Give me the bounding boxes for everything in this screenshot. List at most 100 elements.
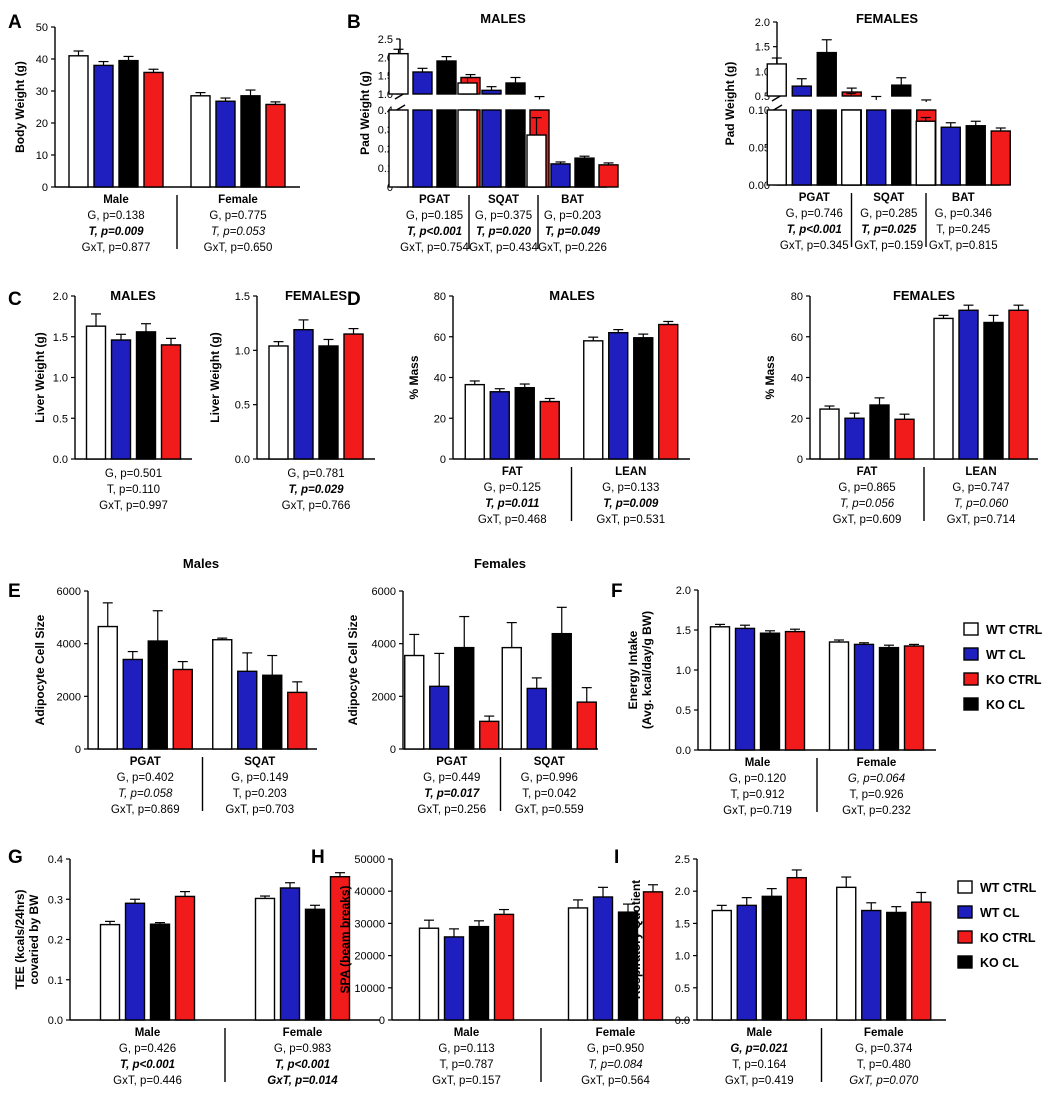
stat-label-b1: GxT, p=0.754 — [400, 242, 469, 254]
y-axis-label-f: (Avg. kcal/day/g BW) — [640, 611, 654, 729]
y-tick-label-h: 0 — [379, 1015, 385, 1027]
stat-label-c2: G, p=0.781 — [287, 468, 344, 480]
category-label-f: Female — [857, 757, 897, 769]
y-tick-label-d1: 80 — [434, 291, 446, 303]
y-axis-label-group-g: TEE (kcals/24hrs) covaried by BW — [13, 889, 41, 989]
stat-label-d2: G, p=0.865 — [838, 482, 895, 494]
y-tick-label-b2: 1.0 — [755, 66, 770, 78]
stat-label-g: G, p=0.983 — [274, 1043, 331, 1055]
bar-b1 — [550, 163, 571, 188]
category-label-e1: SQAT — [244, 756, 275, 768]
y-tick-label-c1: 1.5 — [53, 332, 68, 344]
legend-f-label: WT CTRL — [986, 623, 1043, 637]
stat-label-c2: GxT, p=0.766 — [282, 500, 351, 512]
y-axis-label-group-e2: Adipocyte Cell Size — [346, 614, 360, 725]
bar-i — [911, 901, 932, 1021]
bar-h — [443, 936, 465, 1021]
y-tick-label-d2: 0 — [797, 454, 803, 466]
bar-i — [886, 911, 907, 1021]
stat-label-f: GxT, p=0.232 — [842, 805, 911, 817]
category-label-d2: LEAN — [965, 466, 996, 478]
stat-label-e2: G, p=0.996 — [521, 772, 578, 784]
legend-f-label: KO CL — [986, 698, 1025, 712]
y-tick-label-d2: 80 — [791, 291, 803, 303]
stat-label-e2: GxT, p=0.559 — [515, 804, 584, 816]
y-tick-label-d1: 60 — [434, 332, 446, 344]
panel-label-c1: C — [8, 289, 22, 310]
category-label-e2: PGAT — [436, 756, 467, 768]
y-tick-label-c1: 0.5 — [53, 413, 68, 425]
stat-label-e1: G, p=0.402 — [117, 772, 174, 784]
bar-d2 — [983, 321, 1004, 460]
bar-i — [836, 886, 857, 1021]
y-tick-label-d2: 40 — [791, 373, 803, 385]
bar-i — [861, 909, 882, 1021]
y-axis-label-e2: Adipocyte Cell Size — [346, 614, 360, 725]
y-axis-label-g: TEE (kcals/24hrs) — [13, 889, 27, 989]
stat-label-i: GxT, p=0.419 — [725, 1075, 794, 1087]
bar-c1 — [160, 344, 182, 460]
stat-label-i: T, p=0.164 — [732, 1059, 787, 1071]
y-tick-label-e2: 0 — [390, 744, 396, 756]
bar-b2 — [766, 109, 787, 186]
bar-b1 — [598, 164, 619, 188]
bar-c2 — [293, 328, 314, 460]
bar-b1 — [457, 109, 478, 188]
bar-d1 — [464, 383, 485, 460]
y-tick-label-h: 20000 — [354, 951, 385, 963]
category-label-d1: FAT — [502, 466, 523, 478]
bar-e1 — [212, 639, 233, 750]
bar-b2 — [791, 85, 812, 97]
y-tick-label-a: 0 — [42, 182, 48, 194]
y-tick-label-i: 0.5 — [675, 983, 690, 995]
bar-e1 — [97, 625, 118, 750]
stat-label-f: G, p=0.120 — [729, 773, 786, 785]
y-tick-label-i: 1.5 — [675, 918, 690, 930]
legend-i-swatch — [957, 955, 973, 969]
category-label-e1: PGAT — [130, 756, 161, 768]
bar-b2 — [891, 109, 912, 186]
chart-title-e2: Females — [474, 556, 526, 571]
bar-b2 — [791, 109, 812, 186]
y-axis-label-d2: % Mass — [763, 355, 777, 399]
bar-c2 — [268, 345, 289, 460]
y-tick-label-i: 2.5 — [675, 854, 690, 866]
y-tick-label-h: 40000 — [354, 886, 385, 898]
legend-i-swatch — [957, 905, 973, 919]
stat-label-b2: T, p=0.245 — [936, 224, 990, 236]
bar-d2 — [819, 408, 840, 460]
y-axis-label-b1: Pad Weight (g) — [358, 71, 372, 155]
category-label-b1: PGAT — [419, 194, 450, 206]
bar-f — [853, 643, 875, 751]
y-axis-label-group-a: Body Weight (g) — [13, 61, 27, 153]
y-tick-label-a: 10 — [36, 150, 48, 162]
bar-d1 — [583, 340, 604, 460]
y-axis-label-group-b1: Pad Weight (g) — [358, 71, 372, 155]
category-label-e2: SQAT — [534, 756, 565, 768]
stat-label-d2: GxT, p=0.609 — [833, 514, 902, 526]
stat-label-b1: G, p=0.203 — [544, 210, 601, 222]
bar-c1 — [135, 331, 157, 460]
stat-label-g: T, p<0.001 — [275, 1059, 330, 1071]
y-axis-label-group-c2: Liver Weight (g) — [208, 332, 222, 422]
y-axis-label-group-h: SPA (beam breaks) — [338, 885, 352, 993]
y-tick-label-e2: 4000 — [372, 639, 396, 651]
stat-label-b1: T, p=0.049 — [545, 226, 601, 238]
bar-g — [304, 908, 326, 1021]
y-axis-label-c1: Liver Weight (g) — [33, 332, 47, 422]
y-tick-label-b1: 2.5 — [378, 34, 393, 46]
legend-i-label: KO CL — [980, 956, 1019, 970]
y-axis-label-group-f: Energy Intake (Avg. kcal/day/g BW) — [626, 611, 654, 729]
bar-d1 — [539, 400, 560, 460]
stat-label-h: G, p=0.113 — [438, 1043, 494, 1055]
y-axis-label-group-d2: % Mass — [763, 355, 777, 399]
bar-a — [93, 64, 114, 188]
category-label-b2: BAT — [952, 192, 975, 204]
y-tick-label-f: 1.5 — [676, 625, 691, 637]
y-tick-label-e1: 2000 — [57, 691, 81, 703]
bar-g — [99, 923, 121, 1021]
y-tick-label-b2: 0.05 — [749, 143, 770, 155]
y-axis-label-group-e1: Adipocyte Cell Size — [33, 614, 47, 725]
stat-label-a: GxT, p=0.650 — [204, 242, 273, 254]
bar-a — [143, 71, 164, 188]
